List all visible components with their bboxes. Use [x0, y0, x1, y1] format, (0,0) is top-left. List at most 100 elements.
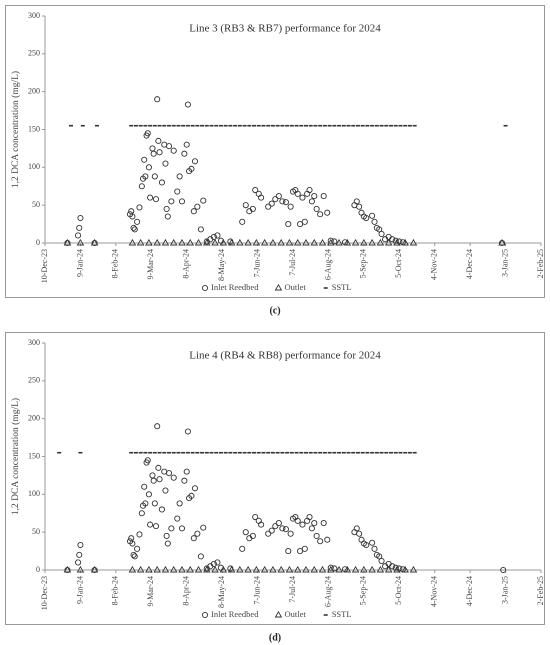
outlet-point	[401, 238, 409, 246]
inlet-point	[178, 198, 186, 205]
x-tick-label: 5-Sep-24	[359, 249, 368, 278]
inlet-point	[170, 147, 177, 154]
inlet-point	[128, 535, 135, 542]
outlet-point	[186, 565, 195, 573]
outlet-point	[219, 565, 228, 573]
outlet-point	[260, 238, 269, 246]
chart-title: Line 3 (RB3 & RB7) performance for 2024	[189, 23, 381, 35]
y-tick-label: 200	[28, 86, 40, 95]
outlet-point	[351, 565, 360, 573]
outlet-point	[153, 565, 161, 573]
inlet-point	[138, 510, 145, 517]
inlet-point	[164, 213, 171, 220]
inlet-point	[249, 532, 256, 540]
outlet-point	[351, 238, 360, 246]
x-tick-label: 10-Dec-23	[40, 249, 49, 283]
outlet-point	[76, 565, 85, 573]
inlet-point	[239, 545, 246, 552]
inlet-point	[376, 553, 383, 560]
chart-frame	[5, 332, 545, 625]
x-tick-label: 5-Oct-24	[394, 576, 403, 605]
inlet-point	[371, 545, 378, 552]
inlet-point	[145, 164, 152, 171]
inlet-point	[128, 208, 135, 215]
inlet-point	[176, 500, 183, 507]
inlet-point	[150, 150, 157, 157]
y-tick-label: 200	[28, 413, 40, 422]
inlet-point	[162, 487, 169, 494]
inlet-point	[191, 485, 199, 492]
chart-frame	[5, 5, 545, 298]
inlet-point	[141, 156, 148, 163]
inlet-point	[183, 141, 190, 148]
inlet-point	[190, 208, 197, 215]
inlet-point	[320, 193, 327, 200]
x-tick-label: 10-Dec-23	[40, 576, 49, 610]
x-tick-label: 8-May-24	[217, 249, 226, 281]
inlet-point	[156, 149, 163, 156]
x-tick-label: 9-Jan-24	[75, 576, 84, 604]
y-tick-label: 150	[28, 451, 40, 460]
inlet-point	[163, 205, 170, 212]
x-tick-label: 6-Aug-24	[323, 576, 332, 607]
inlet-point	[138, 183, 145, 190]
inlet-point	[142, 500, 149, 507]
x-tick-label: 8-Apr-24	[182, 576, 191, 606]
x-tick-label: 8-Feb-24	[111, 249, 120, 278]
inlet-point	[369, 539, 376, 546]
inlet-point	[308, 525, 315, 532]
inlet-point	[131, 226, 138, 233]
inlet-point	[287, 530, 294, 537]
y-tick-label: 100	[28, 162, 40, 171]
outlet-point	[169, 238, 178, 246]
inlet-point	[197, 226, 204, 233]
inlet-point	[317, 211, 324, 218]
inlet-point	[181, 150, 188, 157]
outlet-point	[90, 565, 99, 573]
outlet-point	[169, 565, 178, 573]
inlet-point	[282, 199, 289, 206]
inlet-point	[327, 564, 334, 571]
outlet-point	[161, 565, 170, 573]
inlet-point	[152, 196, 160, 203]
x-tick-label: 6-Aug-24	[323, 249, 332, 280]
inlet-point	[184, 101, 191, 108]
inlet-point	[358, 536, 365, 543]
y-tick-label: 300	[28, 338, 40, 347]
outlet-point	[302, 238, 310, 246]
outlet-point	[343, 238, 352, 246]
inlet-point	[320, 520, 327, 527]
inlet-point	[242, 202, 249, 209]
x-tick-label: 9-Jan-24	[75, 249, 84, 277]
outlet-point	[274, 283, 283, 291]
outlet-point	[211, 565, 219, 573]
inlet-point	[201, 284, 209, 292]
x-tick-label: 4-Nov-24	[430, 249, 439, 280]
inlet-point	[301, 545, 308, 552]
y-tick-label: 250	[28, 49, 40, 58]
inlet-point	[214, 232, 221, 239]
outlet-point	[252, 238, 261, 246]
x-tick-label: 5-Oct-24	[394, 249, 403, 278]
x-tick-label: 3-Jan-25	[500, 249, 509, 277]
inlet-point	[279, 198, 286, 205]
inlet-point	[304, 517, 311, 524]
inlet-point	[152, 523, 160, 530]
outlet-point	[219, 238, 228, 246]
inlet-point	[134, 545, 141, 552]
inlet-point	[142, 173, 149, 180]
x-tick-label: 8-Feb-24	[111, 576, 120, 605]
inlet-point	[154, 96, 161, 103]
outlet-point	[161, 238, 170, 246]
outlet-point	[136, 565, 145, 573]
outlet-point	[376, 565, 385, 573]
outlet-point	[277, 238, 285, 246]
outlet-point	[203, 565, 211, 573]
inlet-point	[311, 193, 318, 200]
inlet-point	[378, 557, 385, 564]
outlet-point	[63, 238, 72, 246]
inlet-point	[130, 551, 137, 558]
x-tick-label: 9-Mar-24	[146, 576, 155, 607]
inlet-point	[136, 531, 143, 538]
inlet-point	[151, 500, 158, 507]
